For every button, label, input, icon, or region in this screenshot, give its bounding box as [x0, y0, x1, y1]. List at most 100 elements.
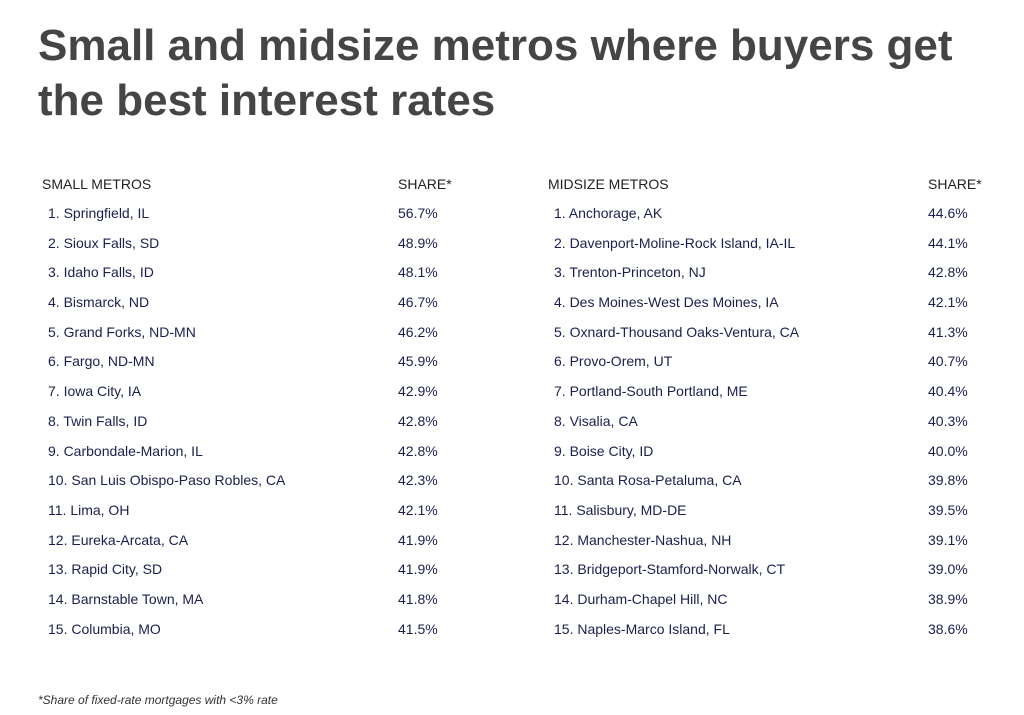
metro-name: 7. Portland-South Portland, ME: [554, 383, 748, 400]
share-value: 46.7%: [398, 294, 438, 311]
metro-name: 3. Idaho Falls, ID: [48, 264, 154, 281]
metro-name: 15. Columbia, MO: [48, 620, 161, 637]
metro-name: 4. Des Moines-West Des Moines, IA: [554, 294, 779, 311]
midsize-metros-rows: 1. Anchorage, AK 44.6% 2. Davenport-Moline…: [548, 196, 988, 641]
table-row: 11. Salisbury, MD-DE 39.5%: [548, 493, 988, 523]
metro-name: 9. Carbondale-Marion, IL: [48, 442, 203, 459]
small-share-column-header: SHARE*: [398, 176, 452, 192]
small-metros-header: SMALL METROS SHARE*: [42, 172, 472, 196]
share-value: 45.9%: [398, 353, 438, 370]
share-value: 40.4%: [928, 383, 968, 400]
share-value: 48.1%: [398, 264, 438, 281]
table-row: 10. Santa Rosa-Petaluma, CA 39.8%: [548, 463, 988, 493]
midsize-metros-header: MIDSIZE METROS SHARE*: [548, 172, 988, 196]
table-row: 15. Columbia, MO 41.5%: [42, 612, 472, 642]
metro-name: 9. Boise City, ID: [554, 442, 654, 459]
metro-name: 6. Provo-Orem, UT: [554, 353, 673, 370]
table-row: 10. San Luis Obispo-Paso Robles, CA 42.3%: [42, 463, 472, 493]
share-value: 48.9%: [398, 234, 438, 251]
share-value: 42.8%: [928, 264, 968, 281]
metro-name: 11. Lima, OH: [48, 501, 130, 518]
page-title: Small and midsize metros where buyers ge…: [38, 21, 953, 125]
midsize-metros-table: MIDSIZE METROS SHARE* 1. Anchorage, AK 44…: [548, 172, 988, 641]
share-value: 41.8%: [398, 590, 438, 607]
metro-name: 13. Bridgeport-Stamford-Norwalk, CT: [554, 561, 786, 578]
table-row: 5. Grand Forks, ND-MN 46.2%: [42, 315, 472, 345]
table-row: 8. Twin Falls, ID 42.8%: [42, 404, 472, 434]
metro-name: 1. Anchorage, AK: [554, 205, 663, 221]
share-value: 42.8%: [398, 412, 438, 429]
midsize-share-column-header: SHARE*: [928, 176, 982, 192]
small-metros-column-header: SMALL METROS: [42, 176, 152, 192]
table-row: 9. Boise City, ID 40.0%: [548, 434, 988, 464]
metro-name: 13. Rapid City, SD: [48, 561, 163, 578]
share-value: 41.9%: [398, 561, 438, 578]
table-row: 6. Provo-Orem, UT 40.7%: [548, 344, 988, 374]
table-row: 8. Visalia, CA 40.3%: [548, 404, 988, 434]
table-row: 7. Portland-South Portland, ME 40.4%: [548, 374, 988, 404]
table-row: 6. Fargo, ND-MN 45.9%: [42, 344, 472, 374]
table-row: 7. Iowa City, IA 42.9%: [42, 374, 472, 404]
metro-name: 7. Iowa City, IA: [48, 383, 142, 400]
small-metros-rows: 1. Springfield, IL 56.7% 2. Sioux Falls, S…: [42, 196, 472, 641]
metro-name: 10. San Luis Obispo-Paso Robles, CA: [48, 472, 286, 489]
share-value: 40.7%: [928, 353, 968, 370]
metro-name: 11. Salisbury, MD-DE: [554, 501, 687, 518]
metro-name: 5. Oxnard-Thousand Oaks-Ventura, CA: [554, 323, 800, 340]
share-value: 42.3%: [398, 472, 438, 489]
metro-name: 14. Barnstable Town, MA: [48, 590, 204, 607]
table-row: 15. Naples-Marco Island, FL 38.6%: [548, 612, 988, 642]
metro-name: 4. Bismarck, ND: [48, 294, 150, 311]
metro-name: 8. Twin Falls, ID: [48, 412, 148, 429]
share-value: 39.5%: [928, 501, 968, 518]
midsize-metros-column-header: MIDSIZE METROS: [548, 176, 669, 192]
table-row: 12. Eureka-Arcata, CA 41.9%: [42, 523, 472, 553]
share-value: 39.0%: [928, 561, 968, 578]
table-row: 4. Des Moines-West Des Moines, IA 42.1%: [548, 285, 988, 315]
metro-name: 14. Durham-Chapel Hill, NC: [554, 590, 728, 607]
metro-name: 1. Springfield, IL: [48, 205, 150, 221]
share-value: 38.6%: [928, 620, 968, 637]
share-value: 42.9%: [398, 383, 438, 400]
table-row: 13. Bridgeport-Stamford-Norwalk, CT 39.0%: [548, 552, 988, 582]
share-value: 44.6%: [928, 205, 968, 221]
share-value: 42.8%: [398, 442, 438, 459]
metro-name: 15. Naples-Marco Island, FL: [554, 620, 730, 637]
footnote: *Share of fixed-rate mortgages with <3% …: [38, 693, 278, 707]
share-value: 41.3%: [928, 323, 968, 340]
share-value: 40.0%: [928, 442, 968, 459]
metro-name: 12. Manchester-Nashua, NH: [554, 531, 732, 548]
share-value: 39.1%: [928, 531, 968, 548]
share-value: 41.5%: [398, 620, 438, 637]
table-row: 9. Carbondale-Marion, IL 42.8%: [42, 434, 472, 464]
table-row: 3. Trenton-Princeton, NJ 42.8%: [548, 255, 988, 285]
share-value: 41.9%: [398, 531, 438, 548]
table-row: 1. Springfield, IL 56.7%: [42, 196, 472, 226]
table-row: 1. Anchorage, AK 44.6%: [548, 196, 988, 226]
share-value: 46.2%: [398, 323, 438, 340]
share-value: 39.8%: [928, 472, 968, 489]
table-row: 14. Barnstable Town, MA 41.8%: [42, 582, 472, 612]
table-row: 14. Durham-Chapel Hill, NC 38.9%: [548, 582, 988, 612]
table-row: 3. Idaho Falls, ID 48.1%: [42, 255, 472, 285]
metro-name: 2. Davenport-Moline-Rock Island, IA-IL: [554, 234, 796, 251]
metro-name: 8. Visalia, CA: [554, 412, 638, 429]
table-row: 12. Manchester-Nashua, NH 39.1%: [548, 523, 988, 553]
table-row: 2. Davenport-Moline-Rock Island, IA-IL 44…: [548, 226, 988, 256]
table-row: 11. Lima, OH 42.1%: [42, 493, 472, 523]
table-row: 5. Oxnard-Thousand Oaks-Ventura, CA 41.3%: [548, 315, 988, 345]
share-value: 44.1%: [928, 234, 968, 251]
metro-name: 5. Grand Forks, ND-MN: [48, 323, 196, 340]
table-row: 13. Rapid City, SD 41.9%: [42, 552, 472, 582]
metro-name: 6. Fargo, ND-MN: [48, 353, 155, 370]
share-value: 56.7%: [398, 205, 438, 221]
metro-name: 10. Santa Rosa-Petaluma, CA: [554, 472, 742, 489]
table-row: 4. Bismarck, ND 46.7%: [42, 285, 472, 315]
metro-name: 2. Sioux Falls, SD: [48, 234, 160, 251]
metro-name: 3. Trenton-Princeton, NJ: [554, 264, 706, 281]
metro-name: 12. Eureka-Arcata, CA: [48, 531, 189, 548]
share-value: 42.1%: [928, 294, 968, 311]
small-metros-table: SMALL METROS SHARE* 1. Springfield, IL 56…: [42, 172, 472, 641]
share-value: 42.1%: [398, 501, 438, 518]
share-value: 40.3%: [928, 412, 968, 429]
